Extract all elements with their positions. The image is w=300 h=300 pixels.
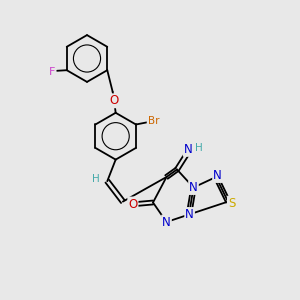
Text: N: N xyxy=(162,215,171,229)
Text: Br: Br xyxy=(148,116,159,126)
Text: O: O xyxy=(110,94,119,107)
Text: O: O xyxy=(128,197,137,211)
Text: F: F xyxy=(49,67,56,77)
Text: H: H xyxy=(92,174,100,184)
Text: N: N xyxy=(213,169,222,182)
Text: N: N xyxy=(189,181,198,194)
Text: S: S xyxy=(228,196,235,210)
Text: N: N xyxy=(184,143,193,156)
Text: N: N xyxy=(185,208,194,221)
Text: H: H xyxy=(195,142,203,153)
